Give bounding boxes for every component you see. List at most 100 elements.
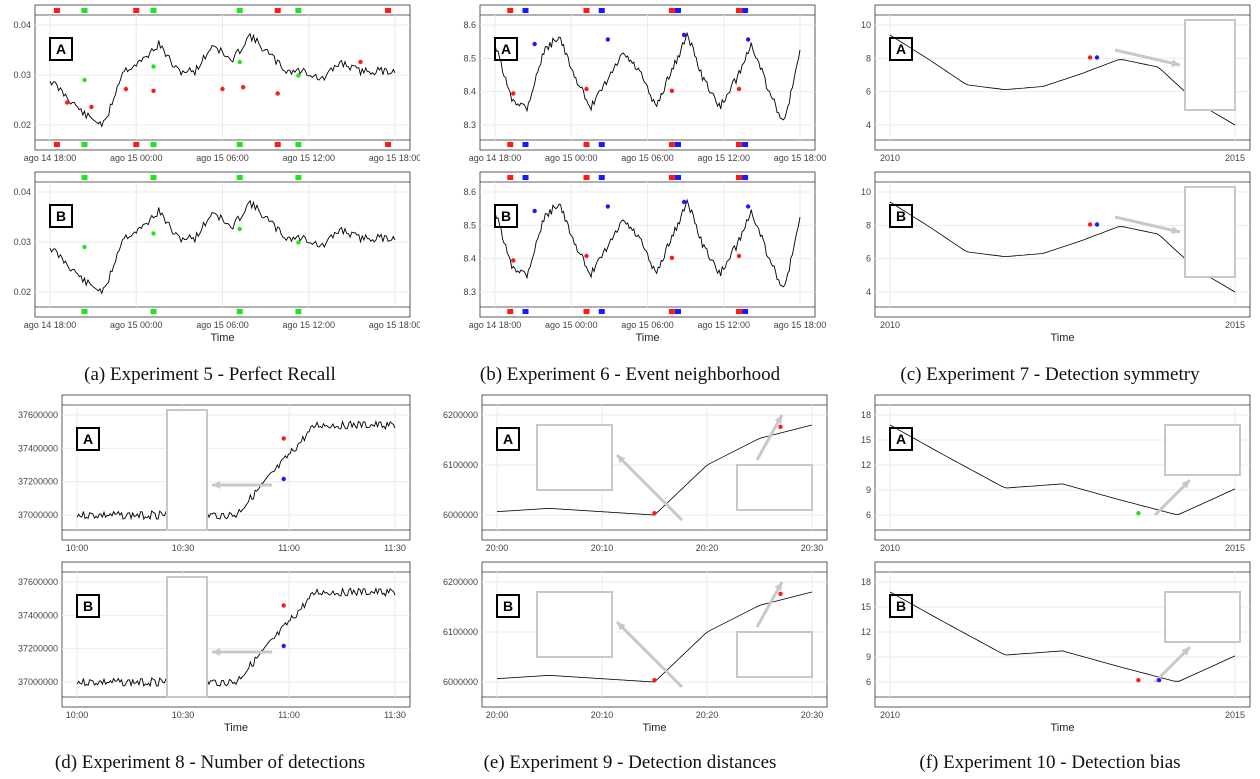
subplot-label: A: [896, 431, 906, 447]
x-tick-label: ago 14 18:00: [469, 153, 522, 163]
zoom-arrowhead: [1181, 480, 1190, 489]
subplot-label-box: [889, 594, 913, 618]
x-tick-label: 20:10: [591, 710, 614, 720]
zoom-inset: [166, 576, 208, 698]
zoom-arrow: [1114, 215, 1181, 234]
band-marker-red: [736, 8, 742, 13]
detection-point-red: [123, 86, 129, 92]
detection-point-red: [1136, 678, 1141, 683]
band-marker-green: [295, 175, 302, 180]
detection-point-blue: [681, 32, 687, 38]
band-marker-green: [150, 8, 157, 13]
band-marker-blue: [598, 8, 605, 13]
subplot-label-box: [49, 37, 73, 61]
y-tick-label: 12: [861, 460, 871, 470]
detection-point-green: [296, 240, 301, 245]
zoom-inset: [1184, 19, 1236, 111]
band-marker-red: [507, 175, 514, 180]
x-tick-label: 2010: [880, 543, 900, 553]
y-tick-label: 37000000: [18, 677, 58, 687]
x-tick-label: ago 15 00:00: [110, 320, 163, 330]
subplot-label-box: [889, 427, 913, 451]
subplot-label: A: [503, 431, 513, 447]
x-tick-label: ago 15 18:00: [774, 153, 827, 163]
caption-f: (f) Experiment 10 - Detection bias: [919, 752, 1181, 773]
zoom-arrow: [615, 620, 684, 689]
zoom-arrow: [1114, 48, 1181, 67]
zoom-arrowhead: [617, 622, 626, 631]
x-tick-label: ago 15 18:00: [369, 320, 420, 330]
band-marker-red: [53, 8, 60, 13]
band-marker-blue: [742, 175, 749, 180]
y-tick-label: 37400000: [18, 443, 58, 453]
subplot-label: B: [896, 208, 906, 224]
subplot-label: B: [503, 598, 513, 614]
x-tick-label: 20:10: [591, 543, 614, 553]
x-tick-label: 2010: [880, 320, 900, 330]
x-tick-label: ago 14 18:00: [24, 320, 77, 330]
y-tick-label: 10: [861, 187, 871, 197]
detection-point-blue: [681, 199, 687, 205]
series-line: [494, 198, 801, 288]
y-tick-label: 9: [866, 485, 871, 495]
band-marker-green: [236, 8, 243, 13]
y-tick-label: 37000000: [18, 510, 58, 520]
chart-d: 37000000 37200000 37400000 37600000 A 10:00 10…: [0, 390, 420, 779]
detection-point-red: [151, 88, 156, 94]
x-axis-label: Time: [642, 722, 666, 734]
detection-point-blue: [605, 37, 611, 42]
y-tick-label: 6100000: [443, 460, 478, 470]
subplot-a-a: 0.02 0.03 0.04 A: [13, 4, 411, 151]
chart-c: 4 6 8 10 A 2010 2015 4 6 8 10 B 2010 2015 Time: [840, 0, 1260, 390]
zoom-arrowhead: [1171, 59, 1180, 67]
detection-point-red: [511, 91, 516, 96]
y-tick-label: 6: [866, 510, 871, 520]
band-marker-red: [668, 175, 675, 180]
y-tick-label: 6: [866, 677, 871, 687]
x-tick-label: 11:00: [278, 710, 300, 720]
detection-point-blue: [605, 204, 611, 209]
band-marker-green: [150, 175, 157, 180]
chart-a-svg: 0.02 0.03 0.04 A ago 14 18:00 ago 15 00:00 ago…: [13, 4, 420, 344]
chart-f-svg: 6 9 12 15 18 A 2010 2015 6 9 12 15 18 B 2010 2015 Time: [861, 394, 1251, 734]
band-marker-red: [668, 8, 675, 13]
band-marker-green: [236, 175, 243, 180]
subplot-c-b: 4 6 8 10 B: [861, 171, 1251, 318]
band-marker-red: [583, 175, 590, 180]
y-tick-label: 6000000: [443, 510, 478, 520]
x-tick-label: ago 14 18:00: [24, 153, 77, 163]
y-tick-label: 8.3: [463, 287, 476, 297]
detection-point-green: [151, 231, 156, 236]
subplot-f-b: 6 9 12 15 18 B: [861, 561, 1251, 708]
chart-e-svg: 6000000 6100000 6200000 A 20:00 20:10 20:20 20:…: [443, 394, 828, 734]
band-marker-blue: [522, 175, 529, 180]
subplot-label: A: [56, 41, 66, 57]
detection-point-green: [82, 77, 87, 83]
band-marker-blue: [742, 142, 749, 147]
band-marker-green: [81, 8, 88, 13]
subplot-label-box: [496, 427, 520, 451]
x-tick-label: ago 15 12:00: [697, 320, 750, 330]
x-tick-label: ago 15 12:00: [697, 153, 750, 163]
detection-point-red: [281, 603, 286, 608]
y-tick-label: 18: [861, 410, 871, 420]
band-marker-red: [274, 8, 281, 13]
detection-point-red: [778, 591, 783, 596]
detection-point-red: [669, 88, 675, 94]
y-tick-label: 6000000: [443, 677, 478, 687]
detection-point-red: [1087, 55, 1093, 60]
band-marker-green: [295, 8, 302, 13]
zoom-inset: [536, 424, 613, 491]
caption-b: (b) Experiment 6 - Event neighborhood: [479, 364, 781, 385]
x-tick-label: 2010: [880, 153, 900, 163]
y-tick-label: 37200000: [18, 477, 58, 487]
zoom-arrowhead: [617, 455, 626, 464]
y-tick-label: 8.5: [463, 53, 476, 63]
y-tick-label: 0.03: [13, 237, 31, 247]
x-tick-label: 10:00: [66, 710, 89, 720]
y-tick-label: 6200000: [443, 577, 478, 587]
band-marker-red: [668, 142, 675, 147]
band-marker-red: [507, 8, 514, 13]
subplot-label: A: [896, 41, 906, 57]
zoom-arrow: [755, 581, 784, 628]
